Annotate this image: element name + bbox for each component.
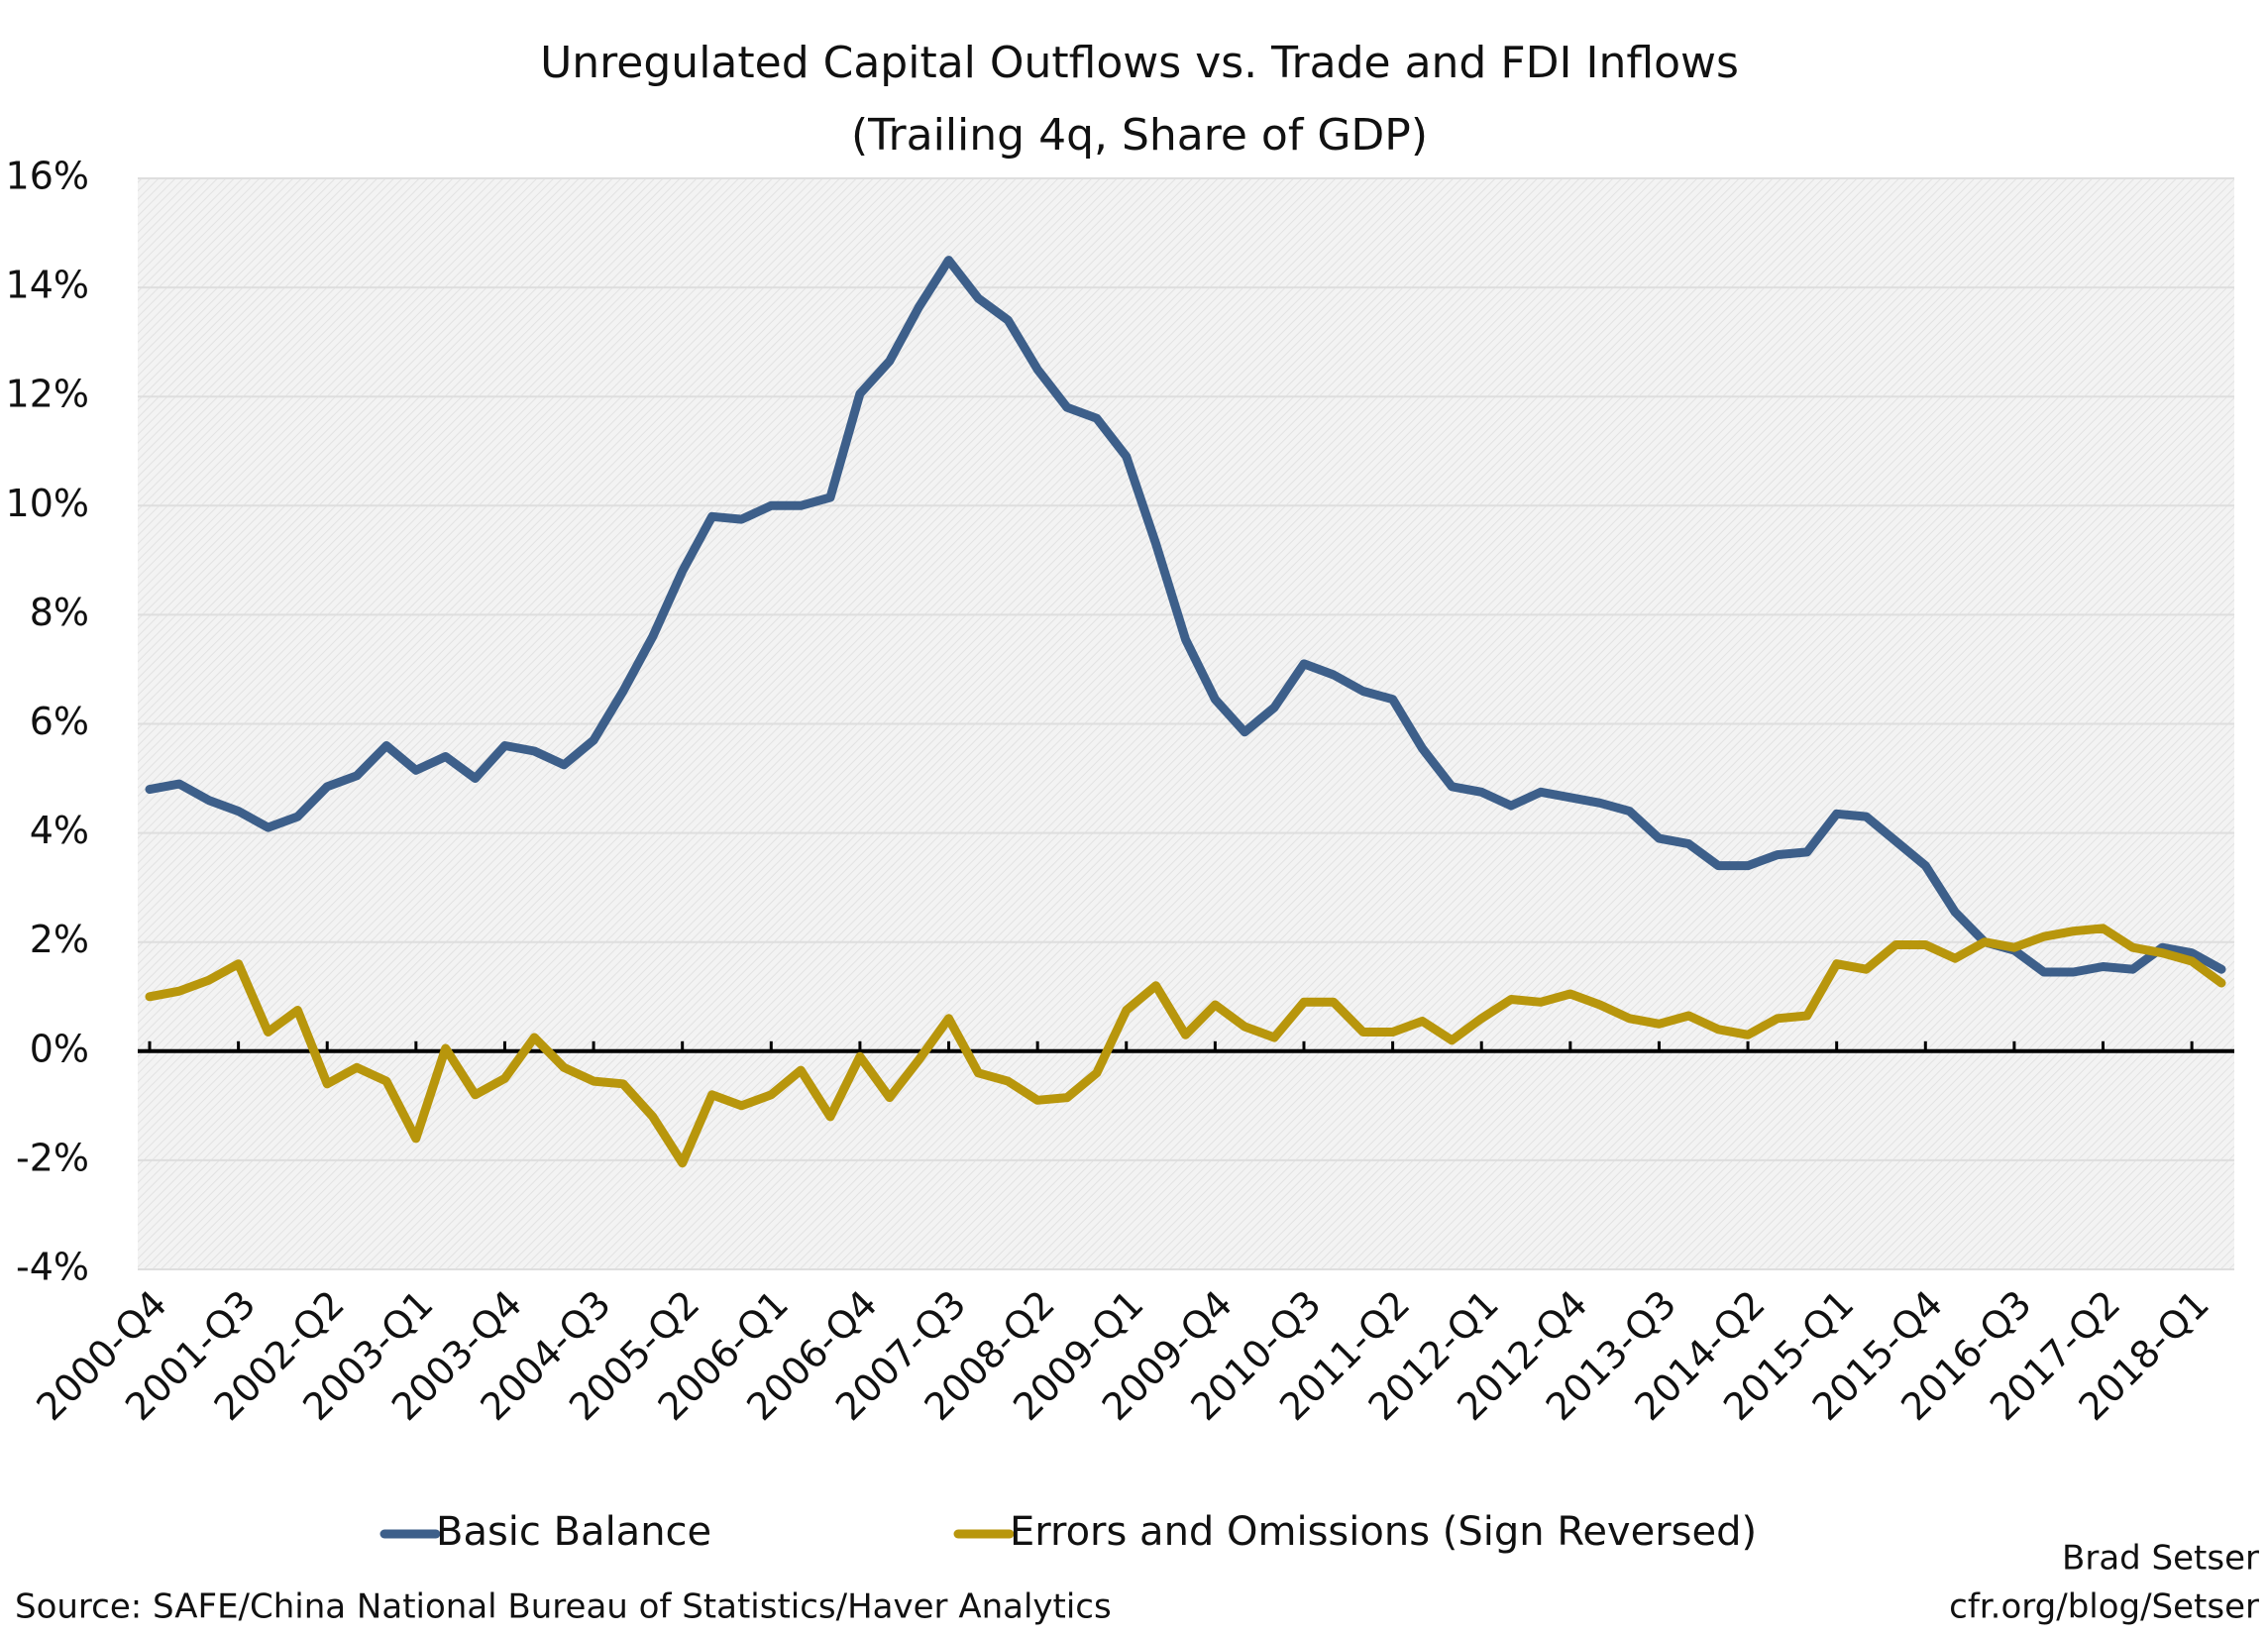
y-tick-label: 8% <box>30 591 89 634</box>
y-tick-label: -2% <box>16 1136 89 1179</box>
credit: Brad Setser <box>2062 1539 2259 1579</box>
y-tick-label: 2% <box>30 918 89 961</box>
source: Source: SAFE/China National Bureau of St… <box>15 1587 1112 1627</box>
y-tick-label: 16% <box>6 155 89 198</box>
y-tick-label: 10% <box>6 482 89 525</box>
y-tick-label: -4% <box>16 1246 89 1289</box>
y-tick-label: 14% <box>6 264 89 307</box>
series-line <box>145 256 2226 977</box>
y-tick-label: 6% <box>30 700 89 743</box>
chart-subtitle: (Trailing 4q, Share of GDP) <box>851 110 1428 161</box>
y-tick-label: 4% <box>30 809 89 852</box>
credit: cfr.org/blog/Setser <box>1949 1587 2259 1627</box>
legend-label: Errors and Omissions (Sign Reversed) <box>1010 1509 1757 1555</box>
y-tick-label: 0% <box>30 1027 89 1070</box>
chart-title: Unregulated Capital Outflows vs. Trade a… <box>540 38 1739 88</box>
legend-label: Basic Balance <box>436 1509 711 1555</box>
y-tick-label: 12% <box>6 373 89 416</box>
series-line <box>145 924 2226 1168</box>
